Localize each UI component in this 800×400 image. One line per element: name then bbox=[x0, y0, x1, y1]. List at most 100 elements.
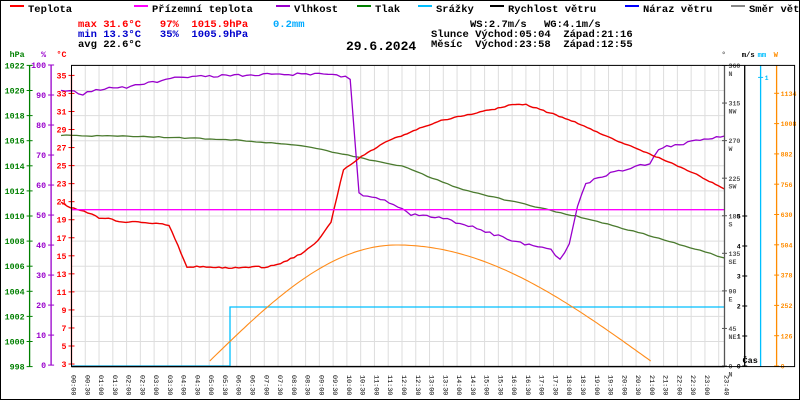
svg-text:1004: 1004 bbox=[5, 288, 25, 297]
svg-text:06:00: 06:00 bbox=[234, 375, 242, 395]
svg-text:20: 20 bbox=[36, 302, 46, 311]
svg-text:00:30: 00:30 bbox=[82, 375, 90, 395]
svg-text:360: 360 bbox=[729, 63, 741, 70]
svg-text:°: ° bbox=[722, 51, 726, 60]
svg-text:90: 90 bbox=[36, 92, 46, 101]
svg-text:1000: 1000 bbox=[5, 339, 25, 348]
svg-text:12:00: 12:00 bbox=[399, 375, 407, 395]
svg-text:06:30: 06:30 bbox=[248, 375, 256, 395]
svg-text:1006: 1006 bbox=[5, 263, 25, 272]
svg-text:19: 19 bbox=[57, 217, 67, 226]
svg-text:80: 80 bbox=[36, 122, 46, 131]
svg-text:15:30: 15:30 bbox=[495, 375, 503, 395]
svg-text:17: 17 bbox=[57, 235, 67, 244]
svg-text:21: 21 bbox=[57, 199, 67, 208]
svg-text:22:30: 22:30 bbox=[688, 375, 696, 395]
svg-text:5: 5 bbox=[62, 343, 67, 352]
svg-text:1016: 1016 bbox=[5, 138, 25, 147]
svg-text:40: 40 bbox=[36, 242, 46, 251]
svg-text:7: 7 bbox=[62, 325, 67, 334]
svg-text:02:30: 02:30 bbox=[137, 375, 145, 395]
svg-text:00:00: 00:00 bbox=[69, 375, 77, 395]
svg-text:04:30: 04:30 bbox=[192, 375, 200, 395]
svg-text:03:30: 03:30 bbox=[165, 375, 173, 395]
svg-text:07:30: 07:30 bbox=[275, 375, 283, 395]
svg-text:05:30: 05:30 bbox=[220, 375, 228, 395]
svg-text:29: 29 bbox=[57, 127, 67, 136]
svg-text:882: 882 bbox=[781, 152, 793, 159]
svg-text:1: 1 bbox=[737, 334, 741, 341]
svg-text:01:00: 01:00 bbox=[96, 375, 104, 395]
svg-text:Čas: Čas bbox=[743, 355, 758, 366]
svg-text:19:00: 19:00 bbox=[592, 375, 600, 395]
svg-text:35: 35 bbox=[57, 72, 67, 81]
svg-text:1014: 1014 bbox=[5, 163, 25, 172]
svg-text:S: S bbox=[729, 221, 733, 228]
svg-text:16:30: 16:30 bbox=[523, 375, 531, 395]
svg-text:315: 315 bbox=[729, 101, 741, 108]
svg-text:1018: 1018 bbox=[5, 113, 25, 122]
svg-text:18:00: 18:00 bbox=[564, 375, 572, 395]
svg-text:33: 33 bbox=[57, 90, 67, 99]
svg-text:270: 270 bbox=[729, 138, 741, 145]
svg-text:17:30: 17:30 bbox=[550, 375, 558, 395]
svg-text:14:30: 14:30 bbox=[468, 375, 476, 395]
svg-text:378: 378 bbox=[781, 273, 793, 280]
svg-text:08:00: 08:00 bbox=[289, 375, 297, 395]
svg-text:13:00: 13:00 bbox=[427, 375, 435, 395]
svg-text:SE: SE bbox=[729, 259, 737, 266]
svg-text:03:00: 03:00 bbox=[151, 375, 159, 395]
svg-text:5: 5 bbox=[737, 214, 741, 221]
svg-text:10: 10 bbox=[36, 332, 46, 341]
svg-text:17:00: 17:00 bbox=[537, 375, 545, 395]
svg-text:25: 25 bbox=[57, 163, 67, 172]
svg-text:mm: mm bbox=[758, 52, 767, 60]
svg-text:27: 27 bbox=[57, 145, 67, 154]
svg-text:126: 126 bbox=[781, 333, 793, 340]
svg-text:15: 15 bbox=[57, 253, 67, 262]
svg-text:05:00: 05:00 bbox=[206, 375, 214, 395]
svg-text:10:00: 10:00 bbox=[344, 375, 352, 395]
svg-text:22:00: 22:00 bbox=[674, 375, 682, 395]
svg-text:1012: 1012 bbox=[5, 188, 25, 197]
svg-text:1: 1 bbox=[765, 75, 769, 82]
svg-text:m/s: m/s bbox=[742, 52, 755, 60]
svg-text:9: 9 bbox=[62, 307, 67, 316]
svg-text:1134: 1134 bbox=[781, 91, 797, 98]
svg-text:30: 30 bbox=[36, 272, 46, 281]
svg-text:13: 13 bbox=[57, 271, 67, 280]
svg-text:19:30: 19:30 bbox=[606, 375, 614, 395]
svg-text:18:30: 18:30 bbox=[578, 375, 586, 395]
svg-text:20:30: 20:30 bbox=[633, 375, 641, 395]
svg-text:SW: SW bbox=[729, 184, 737, 191]
svg-text:3: 3 bbox=[737, 274, 741, 281]
svg-text:1008: 1008 bbox=[781, 121, 797, 128]
svg-text:0: 0 bbox=[41, 362, 46, 371]
svg-text:NE: NE bbox=[729, 334, 737, 341]
svg-text:23:00: 23:00 bbox=[702, 375, 710, 395]
svg-text:1008: 1008 bbox=[5, 238, 25, 247]
svg-text:NW: NW bbox=[729, 109, 737, 116]
svg-text:09:00: 09:00 bbox=[316, 375, 324, 395]
svg-text:N: N bbox=[729, 71, 733, 78]
svg-text:20:00: 20:00 bbox=[619, 375, 627, 395]
svg-text:1010: 1010 bbox=[5, 213, 25, 222]
svg-text:16:00: 16:00 bbox=[509, 375, 517, 395]
svg-text:07:00: 07:00 bbox=[261, 375, 269, 395]
svg-text:23:40: 23:40 bbox=[722, 375, 730, 395]
svg-text:23: 23 bbox=[57, 181, 67, 190]
svg-text:60: 60 bbox=[36, 182, 46, 191]
svg-text:21:00: 21:00 bbox=[647, 375, 655, 395]
svg-text:2: 2 bbox=[737, 304, 741, 311]
svg-text:hPa: hPa bbox=[10, 50, 25, 60]
svg-text:W: W bbox=[729, 146, 733, 153]
svg-text:1022: 1022 bbox=[5, 62, 25, 71]
svg-text:1002: 1002 bbox=[5, 313, 25, 322]
svg-text:12:30: 12:30 bbox=[413, 375, 421, 395]
svg-text:11:30: 11:30 bbox=[385, 375, 393, 395]
svg-text:°C: °C bbox=[57, 51, 67, 60]
svg-text:E: E bbox=[729, 296, 733, 303]
svg-text:01:30: 01:30 bbox=[110, 375, 118, 395]
svg-text:14:00: 14:00 bbox=[454, 375, 462, 395]
svg-text:90: 90 bbox=[729, 288, 737, 295]
